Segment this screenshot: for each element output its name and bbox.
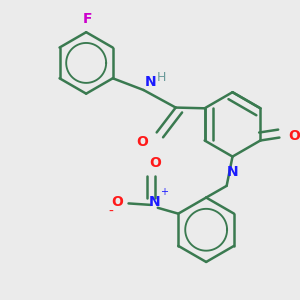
- Text: O: O: [288, 129, 300, 143]
- Text: O: O: [111, 195, 123, 209]
- Text: H: H: [157, 71, 166, 84]
- Text: O: O: [136, 135, 148, 149]
- Text: O: O: [149, 156, 161, 170]
- Text: -: -: [109, 205, 113, 219]
- Text: N: N: [227, 165, 238, 178]
- Text: F: F: [83, 12, 92, 26]
- Text: N: N: [149, 195, 161, 209]
- Text: +: +: [160, 187, 168, 197]
- Text: N: N: [145, 74, 157, 88]
